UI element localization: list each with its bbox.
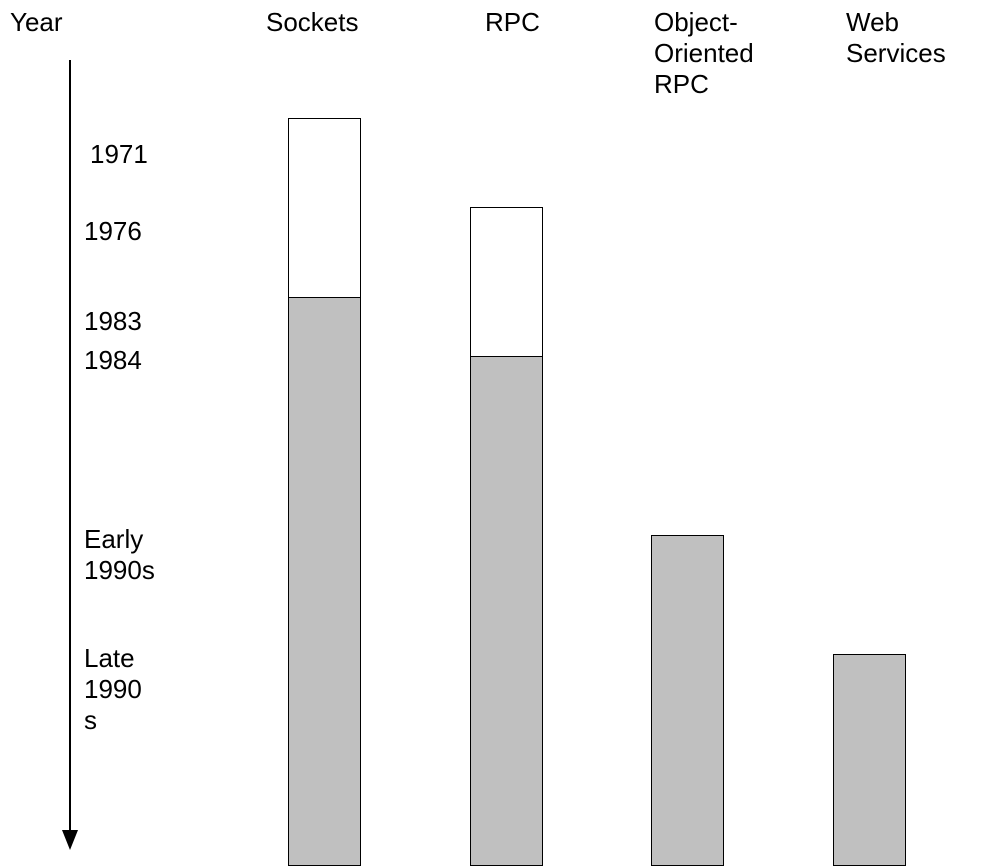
column-header-web-services: Web Services [846, 7, 946, 69]
year-label-1983: 1983 [84, 306, 142, 336]
rpc-bar-gray-segment [470, 356, 543, 866]
column-header-rpc: RPC [485, 7, 540, 37]
axis-label-year: Year [10, 7, 63, 37]
sockets-bar-gray-segment [288, 297, 361, 866]
time-axis-line [69, 60, 71, 832]
web-services-bar-gray-segment [833, 654, 906, 866]
column-header-object-oriented-rpc: Object- Oriented RPC [654, 7, 754, 100]
object-oriented-rpc-bar-gray-segment [651, 535, 724, 866]
column-header-sockets: Sockets [266, 7, 359, 37]
year-label-late-1990s: Late 1990 s [84, 643, 142, 736]
sockets-bar-white-segment [288, 118, 361, 299]
year-label-1984: 1984 [84, 345, 142, 375]
year-label-early-1990s: Early 1990s [84, 524, 155, 586]
rpc-bar-white-segment [470, 207, 543, 358]
year-label-1976: 1976 [84, 216, 142, 246]
year-label-1971: 1971 [90, 139, 148, 169]
time-axis-arrow-icon [62, 830, 78, 850]
